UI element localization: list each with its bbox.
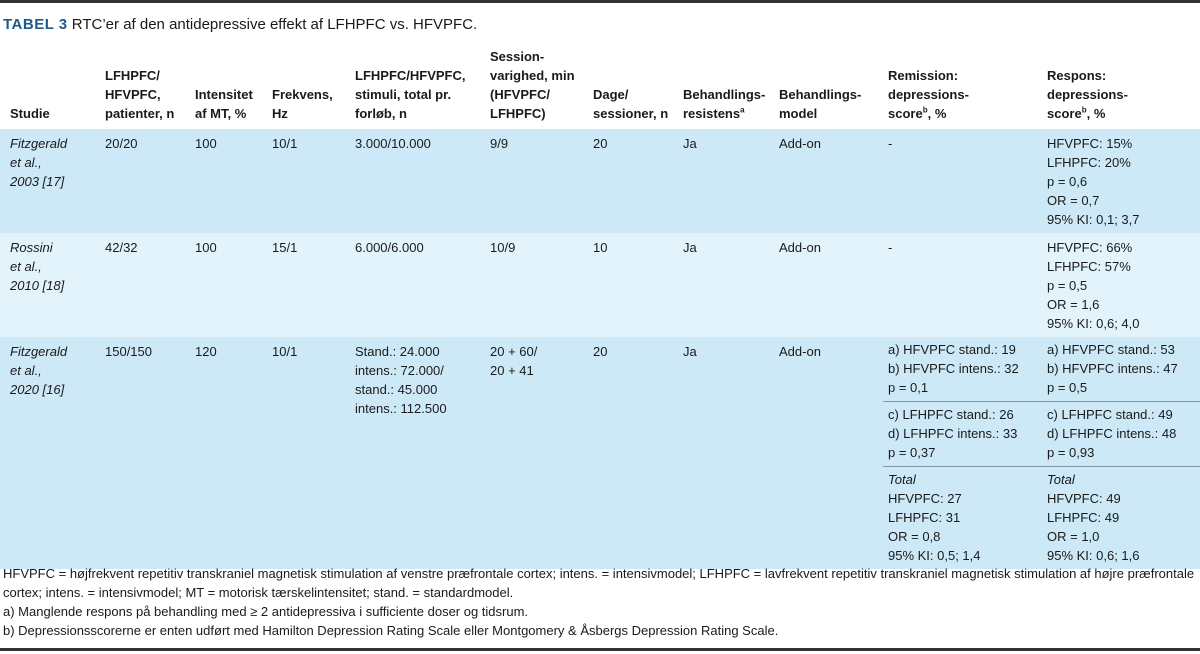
- header-frequency: Frekvens, Hz: [272, 87, 333, 121]
- study-cell: Fitzgerald et al., 2020 [16]: [0, 337, 100, 569]
- table-label: TABEL 3: [3, 16, 68, 33]
- table-subrow: c) LFHPFC stand.: 26 d) LFHPFC intens.: 3…: [0, 401, 1200, 467]
- response-cell: HFVPFC: 15% LFHPFC: 20% p = 0,6 OR = 0,7 95%…: [1042, 129, 1200, 233]
- table-row: Rossini et al., 2010 [18] 42/32 100 15/1 6…: [0, 233, 1200, 337]
- results-table: Studie LFHPFC/HFVPFC, patienter, n Intens…: [0, 42, 1200, 569]
- response-hfvpfc-cell: a) HFVPFC stand.: 53 b) HFVPFC intens.: 4…: [1042, 337, 1200, 402]
- header-patients: LFHPFC/HFVPFC, patienter, n: [105, 68, 175, 121]
- footnote-a: a) Manglende respons på behandling med ≥…: [3, 604, 529, 619]
- model-cell: Add-on: [774, 129, 883, 233]
- session-cell: 20 + 60/20 + 41: [485, 337, 588, 569]
- study-cell: Rossini et al., 2010 [18]: [0, 233, 100, 337]
- table-row: Fitzgerald et al., 2003 [17] 20/20 100 10/…: [0, 129, 1200, 233]
- response-cell: HFVPFC: 66% LFHPFC: 57% p = 0,5 OR = 1,6 95%…: [1042, 233, 1200, 337]
- table-caption: TABEL 3 RTC’er af den antidepressive eff…: [3, 16, 477, 33]
- resistance-cell: Ja: [678, 233, 774, 337]
- header-remission: Remission: depressions-scoreb, %: [888, 68, 969, 121]
- header-model: Behandlings-model: [779, 87, 862, 121]
- remission-cell: -: [883, 129, 1042, 233]
- session-cell: 10/9: [485, 233, 588, 337]
- header-resistance: Behandlings-resistensa: [683, 87, 766, 121]
- frequency-cell: 10/1: [267, 337, 350, 569]
- resistance-cell: Ja: [678, 337, 774, 569]
- footnote-b: b) Depressionsscorerne er enten udført m…: [3, 623, 779, 638]
- remission-lfhpfc-cell: c) LFHPFC stand.: 26 d) LFHPFC intens.: 3…: [883, 401, 1042, 467]
- days-cell: 10: [588, 233, 678, 337]
- model-cell: Add-on: [774, 233, 883, 337]
- bottom-rule: [0, 648, 1200, 651]
- days-cell: 20: [588, 337, 678, 569]
- response-lfhpfc-cell: c) LFHPFC stand.: 49 d) LFHPFC intens.: 4…: [1042, 401, 1200, 467]
- table-subrow: Total HFVPFC: 27 LFHPFC: 31 OR = 0,8 95% KI:…: [0, 466, 1200, 569]
- intensity-cell: 120: [190, 337, 267, 569]
- header-stimuli: LFHPFC/HFVPFC, stimuli, total pr. forløb, …: [355, 68, 466, 121]
- header-days: Dage/sessioner, n: [593, 87, 669, 121]
- stimuli-cell: Stand.: 24.000 intens.: 72.000/stand.: 45…: [350, 337, 485, 569]
- header-intensity: Intensitet af MT, %: [195, 87, 253, 121]
- remission-total-cell: Total HFVPFC: 27 LFHPFC: 31 OR = 0,8 95% KI:…: [883, 466, 1042, 569]
- frequency-cell: 15/1: [267, 233, 350, 337]
- table-row: Fitzgerald et al., 2020 [16] 150/150 120 1…: [0, 337, 1200, 569]
- patients-cell: 20/20: [100, 129, 190, 233]
- footnotes: HFVPFC = højfrekvent repetitiv transkran…: [3, 564, 1198, 640]
- patients-cell: 42/32: [100, 233, 190, 337]
- resistance-cell: Ja: [678, 129, 774, 233]
- header-session: Session-varighed, min (HFVPFC/LFHPFC): [490, 49, 575, 121]
- stimuli-cell: 6.000/6.000: [350, 233, 485, 337]
- study-cell: Fitzgerald et al., 2003 [17]: [0, 129, 100, 233]
- response-total-cell: Total HFVPFC: 49 LFHPFC: 49 OR = 1,0 95% KI:…: [1042, 466, 1200, 569]
- remission-hfvpfc-cell: a) HFVPFC stand.: 19 b) HFVPFC intens.: 3…: [883, 337, 1042, 402]
- session-cell: 9/9: [485, 129, 588, 233]
- abbreviations-note: HFVPFC = højfrekvent repetitiv transkran…: [3, 566, 1195, 600]
- header-row: Studie LFHPFC/HFVPFC, patienter, n Intens…: [0, 42, 1200, 129]
- stimuli-cell: 3.000/10.000: [350, 129, 485, 233]
- model-cell: Add-on: [774, 337, 883, 569]
- remission-cell: -: [883, 233, 1042, 337]
- intensity-cell: 100: [190, 129, 267, 233]
- intensity-cell: 100: [190, 233, 267, 337]
- table-title: RTC’er af den antidepressive effekt af L…: [71, 16, 478, 33]
- frequency-cell: 10/1: [267, 129, 350, 233]
- top-rule: [0, 0, 1200, 3]
- header-response: Respons: depressions-scoreb, %: [1047, 68, 1128, 121]
- days-cell: 20: [588, 129, 678, 233]
- patients-cell: 150/150: [100, 337, 190, 569]
- header-study: Studie: [10, 106, 50, 121]
